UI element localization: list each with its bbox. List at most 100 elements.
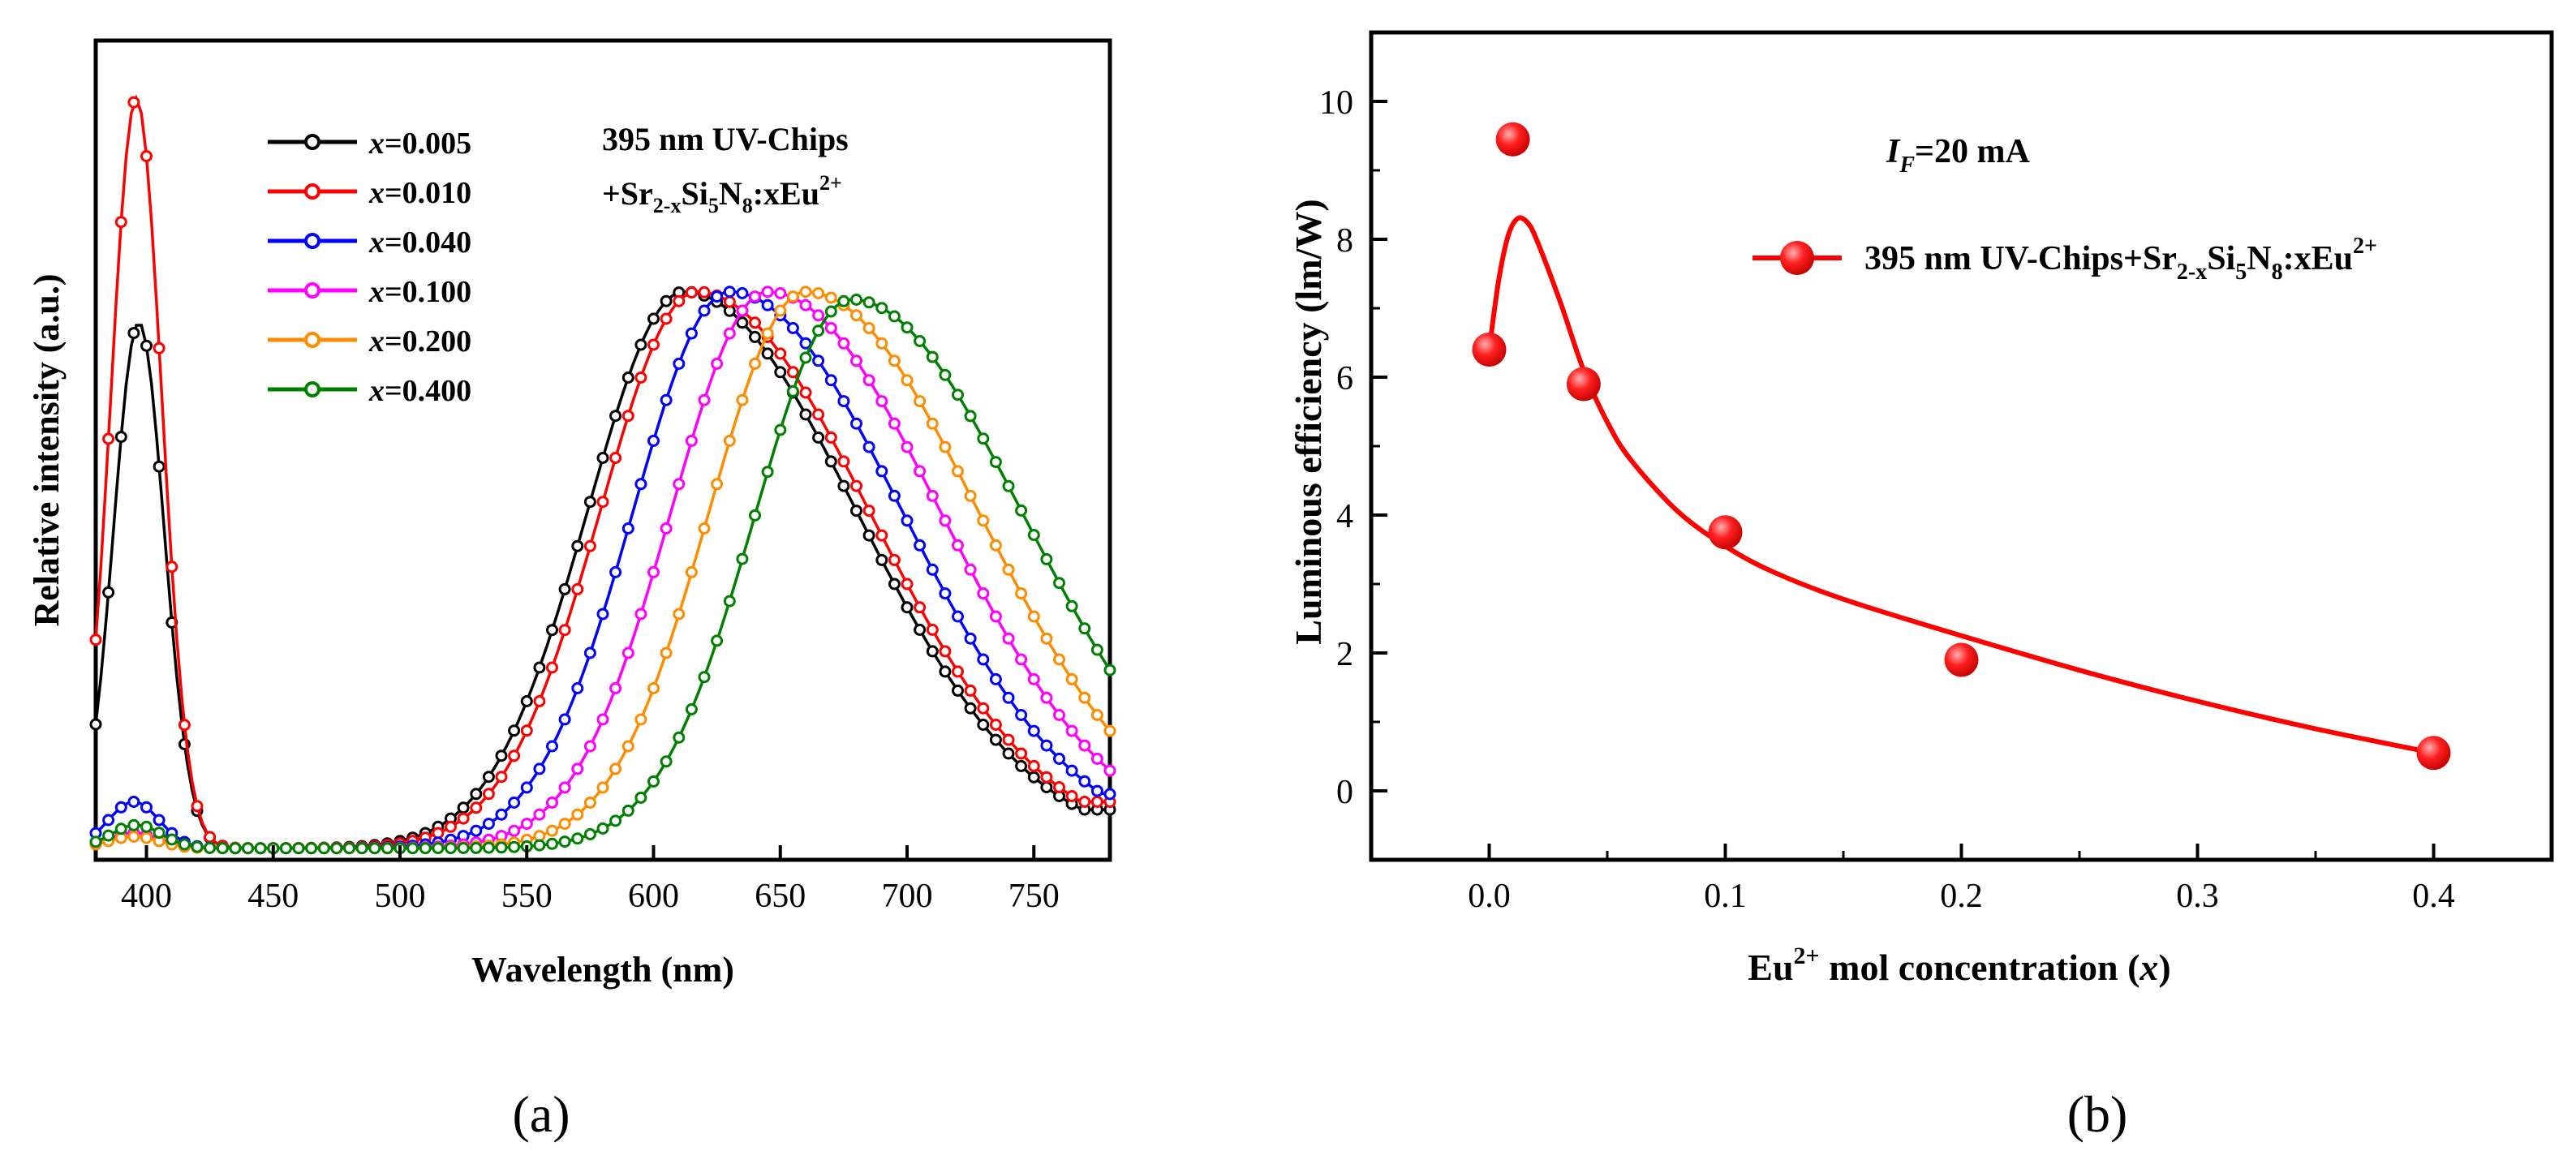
panel-a-data-point: [634, 713, 647, 726]
panel-a-data-point: [140, 339, 153, 352]
panel-b-data-points: [1472, 122, 2451, 771]
panel-a-data-point: [140, 831, 153, 844]
panel-a-spectra-chart: 400 450 500 550 600 650 700 750 Wavelength (nm)…: [27, 38, 1116, 1143]
panel-a-data-point: [698, 393, 711, 406]
panel-a-data-point: [761, 286, 774, 298]
panel-a-data-point: [673, 294, 686, 307]
panel-a-data-point: [520, 695, 533, 707]
panel-a-data-point: [1090, 643, 1103, 656]
panel-a-data-point: [533, 839, 546, 852]
panel-a-data-point: [1103, 724, 1116, 737]
panel-a-data-point: [166, 560, 178, 573]
panel-a-data-point: [1027, 672, 1040, 685]
panel-a-data-point: [609, 565, 622, 578]
panel-a-x-tick-label: 700: [882, 878, 933, 915]
panel-a-data-point: [1027, 759, 1040, 772]
panel-a-data-point: [406, 842, 419, 855]
panel-a-data-point: [774, 347, 787, 360]
panel-a-data-point: [989, 610, 1002, 623]
panel-a-data-point: [482, 818, 495, 831]
panel-b-y-tick-label: 2: [1336, 636, 1353, 673]
panel-a-data-point: [761, 327, 774, 340]
panel-b-y-axis-label: Luminous efficiency (lm/W): [1288, 199, 1329, 644]
panel-a-data-point: [749, 330, 761, 343]
panel-a-data-point: [482, 788, 495, 801]
panel-a-data-point: [508, 840, 521, 853]
panel-a-data-point: [964, 410, 977, 423]
panel-a-data-point: [596, 608, 609, 621]
panel-a-data-point: [977, 653, 990, 666]
panel-a-data-point: [749, 509, 761, 522]
panel-a-data-point: [799, 286, 812, 298]
panel-a-x-tick-label: 650: [755, 878, 806, 915]
panel-a-data-point: [153, 341, 166, 354]
panel-a-data-point: [824, 374, 837, 387]
panel-a-data-point: [127, 830, 140, 843]
panel-a-data-point: [1015, 759, 1028, 772]
panel-a-data-point: [914, 395, 927, 408]
panel-a-data-point: [824, 455, 837, 468]
panel-a-data-point: [647, 312, 660, 325]
panel-a-data-point: [875, 395, 888, 408]
panel-a-data-point: [1065, 672, 1078, 685]
panel-a-data-point: [621, 522, 634, 535]
panel-a-data-point: [711, 478, 724, 491]
panel-a-data-point: [432, 842, 445, 855]
panel-a-data-point: [178, 719, 191, 732]
panel-a-data-point: [736, 304, 749, 317]
panel-a-data-point: [914, 623, 927, 636]
panel-a-data-point: [1078, 691, 1091, 704]
panel-a-data-point: [520, 781, 533, 794]
panel-a-data-point: [926, 645, 939, 658]
panel-a-data-point: [596, 822, 609, 835]
panel-a-data-point: [711, 634, 724, 647]
panel-a-data-point: [1040, 632, 1053, 645]
panel-a-data-point: [634, 371, 647, 384]
panel-a-data-point: [698, 304, 711, 317]
panel-a-data-point: [102, 586, 115, 599]
panel-a-x-axis-label: Wavelength (nm): [471, 950, 734, 990]
panel-a-data-point: [812, 354, 825, 367]
panel-a-data-point: [520, 724, 533, 737]
panel-a-data-point: [812, 431, 825, 444]
panel-a-data-point: [685, 327, 698, 340]
panel-a-data-point: [901, 321, 914, 334]
panel-a-data-point: [114, 431, 127, 444]
panel-a-data-point: [634, 791, 647, 804]
panel-a-data-point: [939, 440, 952, 453]
panel-b-y-tick-label: 0: [1336, 774, 1353, 811]
panel-a-data-point: [558, 835, 571, 848]
panel-a-data-point: [1090, 752, 1103, 765]
panel-a-data-point: [824, 431, 837, 444]
panel-a-data-point: [292, 842, 305, 855]
panel-a-data-point: [774, 423, 787, 436]
panel-a-data-point: [127, 327, 140, 340]
panel-a-data-point: [546, 837, 558, 850]
panel-a-legend-label: x=0.400: [368, 374, 471, 408]
panel-a-data-point: [1040, 781, 1053, 793]
panel-a-data-point: [711, 357, 724, 370]
panel-a-data-point: [939, 587, 952, 600]
panel-a-data-point: [114, 801, 127, 814]
panel-a-data-point: [558, 713, 571, 726]
panel-a-data-point: [862, 440, 875, 453]
panel-a-data-point: [508, 724, 521, 737]
panel-a-data-point: [837, 395, 850, 408]
panel-a-legend-label: x=0.100: [368, 275, 471, 309]
panel-a-data-point: [989, 672, 1002, 685]
panel-a-data-point: [1040, 691, 1053, 704]
panel-a-data-point: [964, 702, 977, 715]
panel-a-data-point: [583, 646, 596, 659]
panel-a-data-point: [660, 755, 673, 768]
panel-a-data-point: [926, 623, 939, 636]
panel-b-legend: 395 nm UV-Chips+Sr2-xSi5N8:xEu2+: [1752, 234, 2377, 285]
panel-a-data-point: [621, 740, 634, 753]
panel-a-data-point: [495, 841, 508, 854]
panel-a-data-point: [1103, 788, 1116, 801]
panel-a-data-point: [482, 771, 495, 784]
panel-a-data-point: [939, 368, 952, 381]
panel-a-data-point: [698, 522, 711, 535]
panel-a-data-point: [888, 354, 901, 367]
panel-a-x-tick-label: 450: [247, 878, 299, 915]
panel-a-data-point: [1065, 599, 1078, 612]
